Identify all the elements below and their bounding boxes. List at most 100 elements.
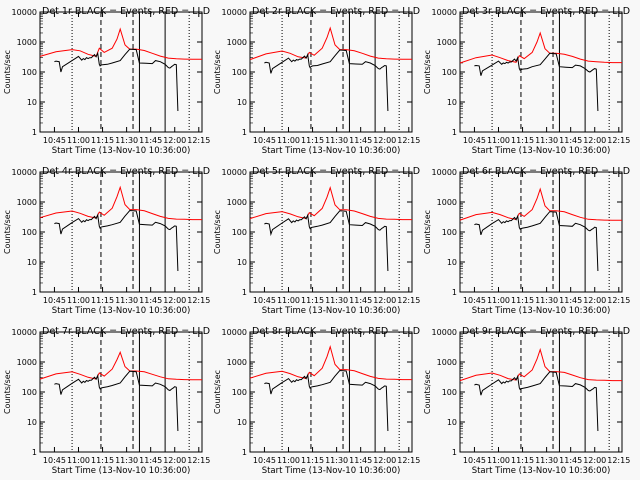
y-tick-label: 100 — [232, 68, 247, 77]
y-tick-label: 1 — [32, 448, 37, 457]
x-tick-label: 12:15 — [397, 456, 420, 465]
series-events-line — [264, 369, 389, 432]
series-events-line — [474, 52, 599, 112]
panel-7: Det 7r BLACK = Events, RED = LLD 1 10 100 10… — [3, 326, 210, 476]
y-axis-label: Counts/sec — [423, 50, 432, 94]
x-tick-label: 12:00 — [163, 296, 186, 305]
panel-title: Det 7r BLACK = Events, RED = LLD — [42, 326, 210, 337]
y-tick-label: 1000 — [437, 358, 457, 367]
y-tick-label: 10000 — [12, 328, 37, 337]
x-axis-label: Start Time (13-Nov-10 10:36:00) — [472, 306, 611, 316]
y-tick-label: 100 — [442, 68, 457, 77]
y-tick-label: 1000 — [227, 198, 247, 207]
x-tick-label: 12:00 — [373, 136, 396, 145]
panel-6: Det 6r BLACK = Events, RED = LLD 1 10 100 10… — [423, 166, 630, 316]
x-tick-label: 11:00 — [67, 296, 90, 305]
x-tick-label: 11:15 — [91, 456, 114, 465]
x-tick-label: 11:30 — [115, 296, 138, 305]
x-tick-label: 11:15 — [91, 136, 114, 145]
series-events-line — [474, 371, 599, 432]
x-tick-label: 11:45 — [139, 296, 162, 305]
x-tick-label: 12:15 — [607, 296, 630, 305]
x-tick-label: 11:45 — [139, 136, 162, 145]
y-axis-label: Counts/sec — [213, 210, 222, 254]
x-tick-label: 11:00 — [67, 136, 90, 145]
y-tick-label: 1 — [242, 448, 247, 457]
y-tick-label: 100 — [232, 228, 247, 237]
plot-frame — [39, 331, 203, 453]
x-tick-label: 11:00 — [277, 136, 300, 145]
x-tick-label: 11:00 — [67, 456, 90, 465]
y-tick-label: 100 — [232, 388, 247, 397]
plot-frame — [459, 11, 623, 133]
x-tick-label: 11:45 — [349, 456, 372, 465]
x-tick-label: 12:15 — [607, 136, 630, 145]
x-tick-label: 11:30 — [115, 456, 138, 465]
y-tick-label: 1 — [452, 128, 457, 137]
series-lld-line — [39, 185, 202, 221]
y-tick-label: 10000 — [432, 8, 457, 17]
x-tick-label: 12:00 — [583, 136, 606, 145]
y-tick-label: 10000 — [432, 328, 457, 337]
panel-title: Det 3r BLACK = Events, RED = LLD — [462, 6, 630, 17]
y-axis-label: Counts/sec — [3, 50, 12, 94]
x-tick-label: 12:15 — [607, 456, 630, 465]
y-axis-label: Counts/sec — [213, 50, 222, 94]
x-axis-label: Start Time (13-Nov-10 10:36:00) — [52, 466, 191, 476]
x-tick-label: 11:00 — [487, 456, 510, 465]
panel-title: Det 5r BLACK = Events, RED = LLD — [252, 166, 420, 177]
y-tick-label: 10000 — [12, 168, 37, 177]
y-axis-label: Counts/sec — [423, 370, 432, 414]
y-tick-label: 10 — [447, 98, 457, 107]
series-lld-line — [459, 187, 622, 221]
x-tick-label: 10:45 — [43, 136, 66, 145]
x-tick-label: 11:15 — [91, 296, 114, 305]
series-lld-line — [249, 26, 412, 61]
x-tick-label: 11:30 — [115, 136, 138, 145]
panel-title: Det 8r BLACK = Events, RED = LLD — [252, 326, 420, 337]
y-tick-label: 1000 — [437, 198, 457, 207]
x-tick-label: 11:30 — [535, 296, 558, 305]
x-tick-label: 11:15 — [511, 296, 534, 305]
x-tick-label: 10:45 — [463, 296, 486, 305]
panel-title: Det 2r BLACK = Events, RED = LLD — [252, 6, 420, 17]
y-tick-label: 1 — [452, 288, 457, 297]
x-tick-label: 11:00 — [487, 296, 510, 305]
y-tick-label: 10 — [447, 258, 457, 267]
y-tick-label: 100 — [442, 388, 457, 397]
panel-2: Det 2r BLACK = Events, RED = LLD 1 10 100 10… — [213, 6, 420, 156]
panel-title: Det 6r BLACK = Events, RED = LLD — [462, 166, 630, 177]
y-tick-label: 100 — [22, 388, 37, 397]
x-tick-label: 12:00 — [163, 456, 186, 465]
series-lld-line — [39, 27, 202, 60]
series-events-line — [54, 48, 179, 112]
y-tick-label: 1000 — [17, 198, 37, 207]
x-tick-label: 11:30 — [535, 136, 558, 145]
panel-title: Det 1r BLACK = Events, RED = LLD — [42, 6, 210, 17]
x-tick-label: 11:30 — [325, 296, 348, 305]
x-tick-label: 11:45 — [349, 296, 372, 305]
y-axis-label: Counts/sec — [423, 210, 432, 254]
x-tick-label: 11:30 — [535, 456, 558, 465]
x-tick-label: 11:45 — [559, 456, 582, 465]
x-tick-label: 12:15 — [397, 136, 420, 145]
series-events-line — [264, 49, 389, 112]
series-events-line — [264, 210, 389, 272]
y-tick-label: 1000 — [227, 38, 247, 47]
series-lld-line — [459, 347, 622, 382]
x-tick-label: 11:45 — [559, 296, 582, 305]
x-tick-label: 10:45 — [43, 296, 66, 305]
series-lld-line — [249, 186, 412, 221]
x-tick-label: 10:45 — [43, 456, 66, 465]
x-tick-label: 11:15 — [301, 136, 324, 145]
y-tick-label: 10000 — [222, 168, 247, 177]
y-tick-label: 10000 — [12, 8, 37, 17]
y-axis-label: Counts/sec — [213, 370, 222, 414]
x-tick-label: 12:15 — [187, 456, 210, 465]
x-tick-label: 11:30 — [325, 456, 348, 465]
x-tick-label: 11:30 — [325, 136, 348, 145]
x-tick-label: 10:45 — [253, 136, 276, 145]
y-tick-label: 10 — [27, 258, 37, 267]
x-tick-label: 11:45 — [559, 136, 582, 145]
x-tick-label: 12:00 — [163, 136, 186, 145]
